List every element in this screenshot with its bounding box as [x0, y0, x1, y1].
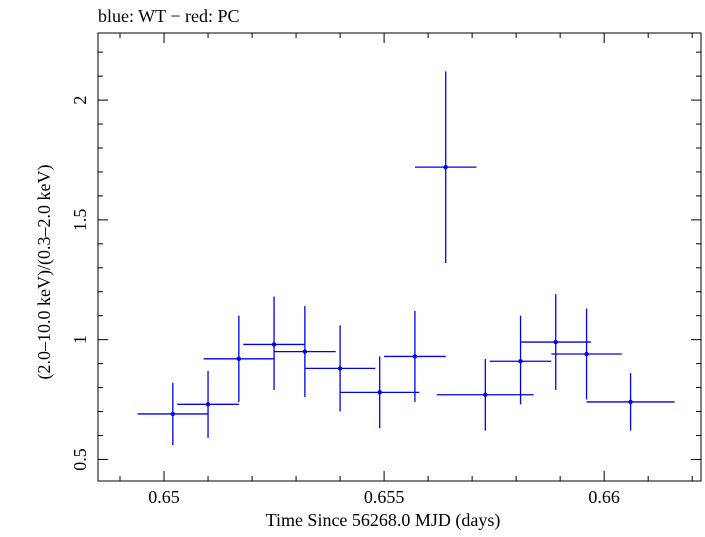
data-marker: [205, 402, 211, 407]
data-marker: [483, 392, 488, 397]
data-point: [137, 382, 209, 446]
data-marker: [271, 342, 277, 347]
data-marker: [443, 164, 448, 170]
data-point: [243, 296, 305, 390]
x-tick-label: 0.655: [364, 487, 405, 507]
data-marker: [302, 349, 308, 354]
data-marker: [584, 351, 589, 357]
data-marker: [337, 366, 343, 371]
data-point: [436, 358, 534, 431]
data-point: [551, 308, 622, 400]
x-axis-label: Time Since 56268.0 MJD (days): [266, 510, 501, 531]
data-marker: [553, 339, 558, 345]
data-marker: [170, 411, 176, 417]
data-point: [414, 71, 477, 263]
data-point: [384, 310, 446, 402]
data-point: [340, 356, 420, 429]
data-point: [203, 315, 275, 402]
data-marker: [377, 390, 382, 395]
data-marker: [628, 399, 633, 405]
data-marker: [236, 356, 242, 362]
y-tick-label: 1: [70, 335, 90, 344]
y-tick-label: 0.5: [70, 448, 90, 471]
y-tick-label: 2: [70, 96, 90, 105]
data-point: [489, 315, 552, 405]
data-point: [586, 373, 675, 431]
y-axis-label: (2.0–10.0 keV)/(0.3–2.0 keV): [34, 165, 55, 380]
data-point: [520, 294, 591, 390]
data-point: [177, 370, 239, 438]
data-marker: [412, 354, 418, 359]
data-point: [304, 325, 376, 412]
x-tick-label: 0.65: [148, 487, 180, 507]
chart-title: blue: WT − red: PC: [98, 6, 239, 26]
data-marker: [518, 359, 523, 364]
data-point: [274, 306, 336, 398]
data-series: [137, 71, 675, 446]
x-tick-label: 0.66: [588, 487, 620, 507]
axis-ticks: 0.65 0.655 0.66 0.5 1 1.5 2: [70, 33, 701, 507]
y-tick-label: 1.5: [70, 209, 90, 232]
plot-frame: [97, 32, 702, 482]
